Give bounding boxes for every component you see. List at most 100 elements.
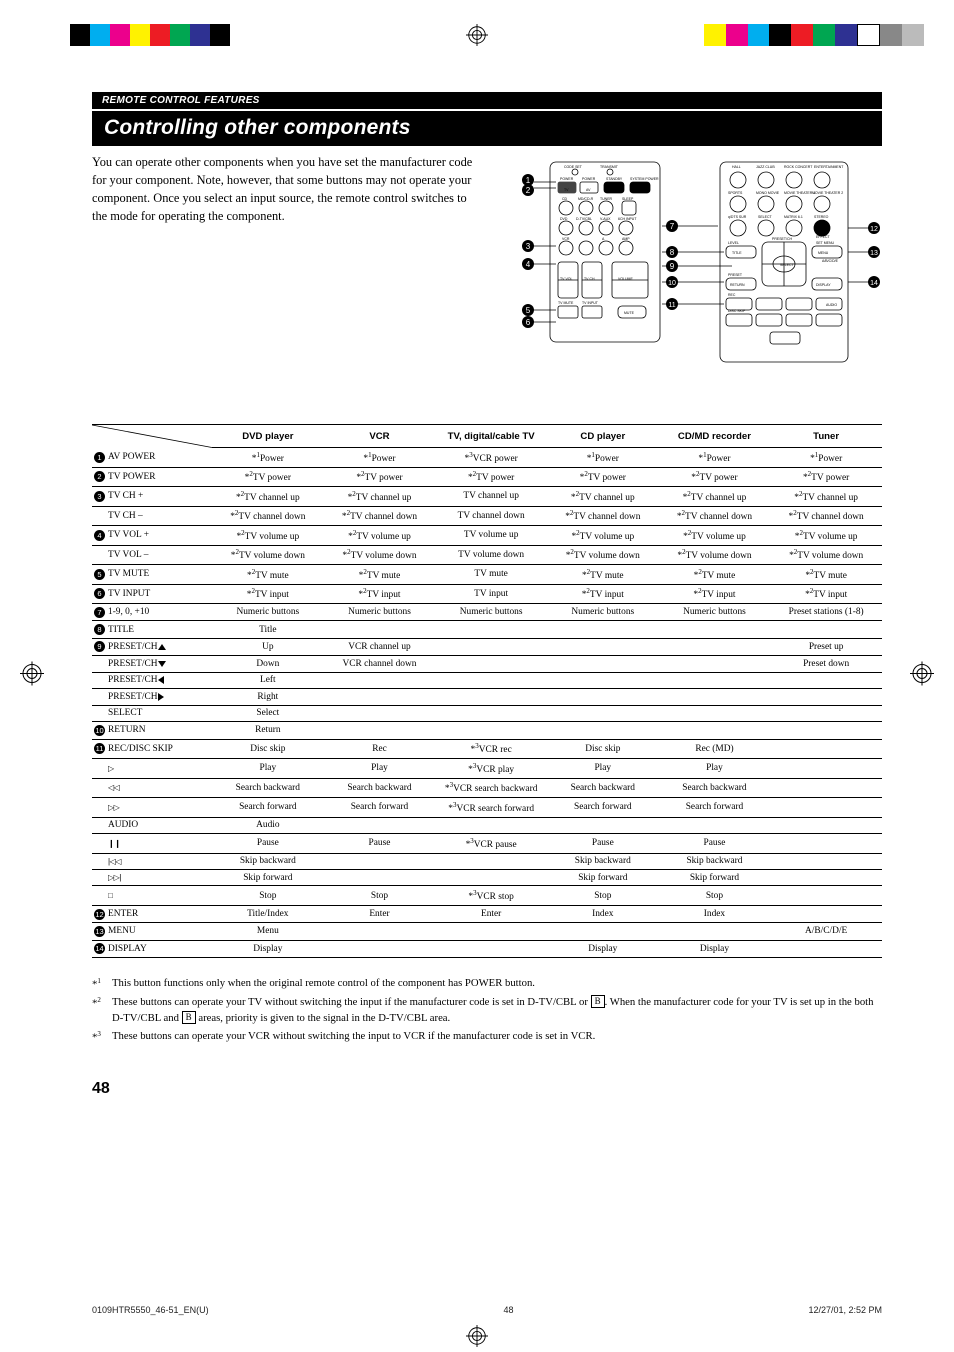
table-cell: *2TV power <box>324 467 436 487</box>
table-cell: *2TV channel up <box>547 487 659 507</box>
header-diagonal <box>92 425 212 448</box>
row-header: AUDIO <box>92 817 212 834</box>
svg-text:6: 6 <box>526 318 531 327</box>
table-cell: Skip forward <box>212 870 324 886</box>
table-cell <box>324 940 436 957</box>
page-title: Controlling other components <box>92 111 882 146</box>
table-cell: Numeric buttons <box>547 604 659 621</box>
row-header: 6TV INPUT <box>92 584 212 604</box>
table-cell: Select <box>212 705 324 722</box>
registration-mark-left <box>20 661 44 690</box>
table-cell: *2TV power <box>547 467 659 487</box>
row-header: TV VOL – <box>92 545 212 565</box>
table-cell <box>435 853 547 869</box>
table-cell: Preset up <box>770 638 882 655</box>
table-cell: *2TV channel down <box>659 506 771 526</box>
table-cell <box>547 923 659 940</box>
table-cell: *2TV power <box>212 467 324 487</box>
table-cell: Preset down <box>770 656 882 673</box>
table-cell: TV volume down <box>435 545 547 565</box>
row-header: ▷ <box>92 759 212 779</box>
table-cell <box>324 689 436 706</box>
table-cell <box>770 778 882 798</box>
table-cell <box>770 621 882 638</box>
table-cell: *2TV input <box>547 584 659 604</box>
row-header: 4TV VOL + <box>92 526 212 546</box>
table-row: PRESET/CH Left <box>92 672 882 689</box>
svg-text:VCR: VCR <box>562 237 570 241</box>
table-row: ▷PlayPlay*3VCR playPlayPlay <box>92 759 882 779</box>
row-header: PRESET/CH <box>92 689 212 706</box>
table-row: 3TV CH +*2TV channel up*2TV channel upTV… <box>92 487 882 507</box>
svg-text:TITLE: TITLE <box>732 251 742 255</box>
table-cell <box>547 672 659 689</box>
table-row: 71-9, 0, +10Numeric buttonsNumeric butto… <box>92 604 882 621</box>
col-cd: CD player <box>547 425 659 448</box>
row-header: ❙❙ <box>92 834 212 854</box>
svg-text:SYSTEM POWER: SYSTEM POWER <box>630 177 659 181</box>
table-cell: Index <box>547 905 659 922</box>
table-cell <box>659 621 771 638</box>
table-cell <box>435 923 547 940</box>
row-header: 8TITLE <box>92 621 212 638</box>
table-row: □StopStop*3VCR stopStopStop <box>92 886 882 906</box>
row-header: 1AV POWER <box>92 448 212 468</box>
table-row: 2TV POWER*2TV power*2TV power*2TV power*… <box>92 467 882 487</box>
table-cell: Rec <box>324 739 436 759</box>
svg-text:V-AUX: V-AUX <box>600 217 611 221</box>
table-cell <box>324 853 436 869</box>
table-cell <box>435 940 547 957</box>
row-header: PRESET/CH <box>92 672 212 689</box>
svg-text:REC: REC <box>728 293 736 297</box>
table-cell: TV channel down <box>435 506 547 526</box>
table-cell <box>770 798 882 818</box>
table-cell <box>770 886 882 906</box>
row-header: 5TV MUTE <box>92 565 212 585</box>
row-header: 11REC/DISC SKIP <box>92 739 212 759</box>
table-cell <box>659 656 771 673</box>
svg-text:TV MUTE: TV MUTE <box>558 301 574 305</box>
table-cell <box>770 905 882 922</box>
svg-text:HALL: HALL <box>732 165 741 169</box>
table-cell <box>435 672 547 689</box>
table-cell: TV channel up <box>435 487 547 507</box>
svg-text:7: 7 <box>670 222 675 231</box>
table-cell <box>770 689 882 706</box>
svg-text:CODE SET: CODE SET <box>564 165 583 169</box>
table-cell: *2TV mute <box>770 565 882 585</box>
table-cell: *2TV input <box>659 584 771 604</box>
table-cell: Audio <box>212 817 324 834</box>
svg-text:SPORTS: SPORTS <box>728 191 743 195</box>
table-cell: Enter <box>435 905 547 922</box>
svg-text:8: 8 <box>670 248 675 257</box>
table-cell: *1Power <box>770 448 882 468</box>
table-cell: Search forward <box>547 798 659 818</box>
svg-text:AMP: AMP <box>622 237 630 241</box>
registration-mark-right <box>910 661 934 690</box>
table-cell: Skip forward <box>547 870 659 886</box>
table-cell: *2TV volume up <box>212 526 324 546</box>
svg-text:A: A <box>602 237 605 241</box>
svg-text:MATRIX 6.1: MATRIX 6.1 <box>784 215 803 219</box>
table-cell: Search backward <box>659 778 771 798</box>
svg-text:DVD: DVD <box>560 217 568 221</box>
table-cell <box>770 722 882 739</box>
table-cell <box>435 870 547 886</box>
svg-text:MOVIE THEATER 2: MOVIE THEATER 2 <box>812 191 843 195</box>
table-cell: *1Power <box>547 448 659 468</box>
table-cell: Numeric buttons <box>212 604 324 621</box>
svg-text:TV VOL: TV VOL <box>560 277 573 281</box>
table-cell: *2TV channel up <box>659 487 771 507</box>
svg-text:LEVEL: LEVEL <box>728 241 739 245</box>
row-header: |◁◁ <box>92 853 212 869</box>
table-cell: Search backward <box>547 778 659 798</box>
table-cell: *2TV channel down <box>547 506 659 526</box>
table-cell <box>547 689 659 706</box>
table-cell: TV mute <box>435 565 547 585</box>
table-cell <box>547 817 659 834</box>
table-cell: Numeric buttons <box>659 604 771 621</box>
table-cell <box>659 817 771 834</box>
row-header: 3TV CH + <box>92 487 212 507</box>
table-cell: Pause <box>324 834 436 854</box>
table-cell: Title <box>212 621 324 638</box>
